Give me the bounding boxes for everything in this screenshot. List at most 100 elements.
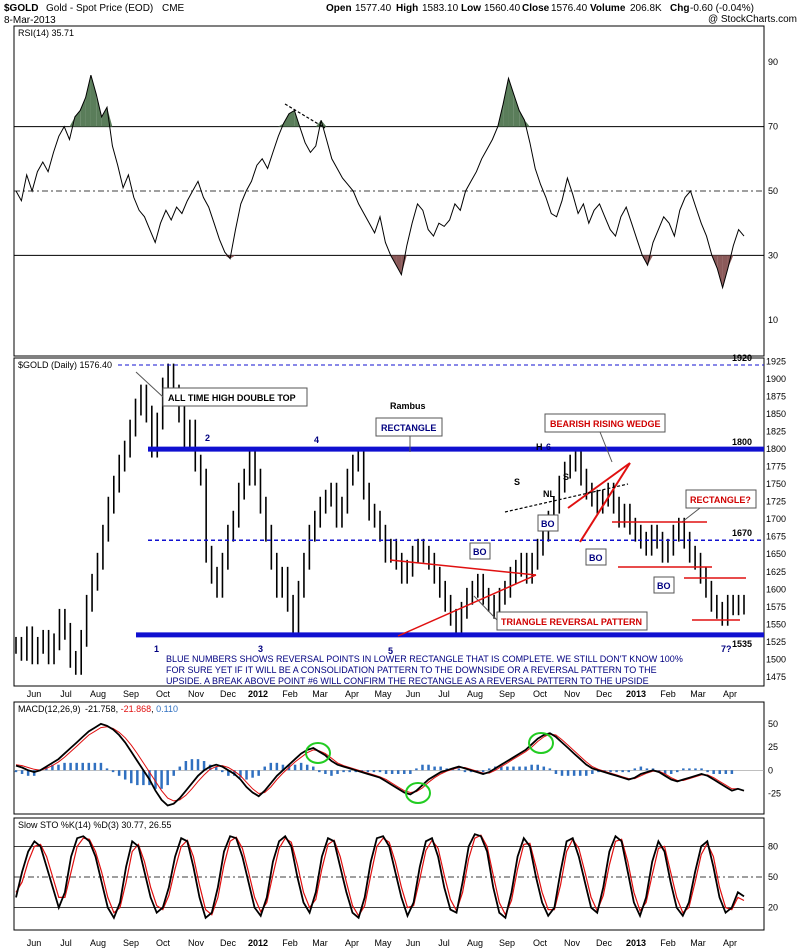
ath-pointer	[135, 371, 164, 398]
price-layer: 1925 1900 1875 1850 1825 1800 1775 1750 1725 1700…	[15, 353, 786, 682]
x-label-1-7: 2012	[248, 938, 268, 948]
note-line-3: UPSIDE. A BREAK ABOVE POINT #6 WILL CONF…	[166, 676, 649, 686]
price-tick-1625: 1625	[766, 567, 786, 577]
sto-tick-80: 80	[768, 841, 778, 851]
rsi-fill-low	[224, 255, 231, 259]
x-label-0-19: 2013	[626, 689, 646, 699]
rectangle-q-pointer	[681, 507, 701, 523]
triangle-label: TRIANGLE REVERSAL PATTERN	[501, 617, 642, 627]
wedge-label: BEARISH RISING WEDGE	[550, 419, 661, 429]
ohlc-readout: Open 1577.40 High 1583.10 Low 1560.40 Cl…	[326, 3, 754, 14]
triangle-top-line	[389, 559, 537, 576]
x-label-0-10: Apr	[345, 689, 359, 699]
triangle-box	[496, 611, 648, 631]
rsi-divergence-line	[284, 103, 326, 129]
level-label-1535: 1535	[732, 639, 752, 649]
x-label-0-5: Nov	[188, 689, 205, 699]
rsi-fill-low	[396, 255, 402, 275]
level-label-1800: 1800	[732, 437, 752, 447]
wedge-box	[544, 413, 666, 433]
x-label-0-13: Jul	[438, 689, 450, 699]
bo-box-1	[469, 542, 491, 560]
x-label-0-16: Oct	[533, 689, 548, 699]
sto-k-line	[15, 833, 745, 920]
price-tick-1475: 1475	[766, 672, 786, 682]
close-value: 1576.40	[551, 3, 588, 14]
low-value: 1560.40	[484, 3, 521, 14]
x-label-0-15: Sep	[499, 689, 515, 699]
low-label: Low	[461, 3, 481, 14]
x-label-1-21: Mar	[690, 938, 706, 948]
macd-title-label: MACD(12,26,9)	[18, 704, 81, 714]
sto-tick-50: 50	[768, 872, 778, 882]
bo-label-3: BO	[589, 553, 603, 563]
stochastic-layer: 80 50 20	[14, 833, 778, 920]
x-label-1-3: Sep	[123, 938, 139, 948]
neckline-label: NL	[543, 489, 555, 499]
high-value: 1583.10	[422, 3, 459, 14]
neckline	[504, 483, 629, 513]
symbol: $GOLD	[4, 3, 38, 14]
stochastic-panel	[13, 817, 765, 931]
stochastic-title: Slow STO %K(14) %D(3) 30.77, 26.55	[18, 820, 171, 830]
rsi-fill-high	[503, 78, 509, 127]
x-label-0-6: Dec	[220, 689, 237, 699]
price-tick-1775: 1775	[766, 462, 786, 472]
x-label-1-14: Aug	[467, 938, 483, 948]
price-tick-1850: 1850	[766, 409, 786, 419]
x-label-1-19: 2013	[626, 938, 646, 948]
macd-tick-25: 25	[768, 742, 778, 752]
price-tick-1575: 1575	[766, 602, 786, 612]
x-label-0-20: Feb	[660, 689, 676, 699]
rsi-line	[15, 74, 745, 290]
triangle-bottom-line	[397, 574, 537, 637]
rsi-title: RSI(14) 35.71	[18, 28, 74, 38]
x-label-0-4: Oct	[156, 689, 171, 699]
open-label: Open	[326, 3, 352, 14]
price-tick-1825: 1825	[766, 427, 786, 437]
level-label-1670: 1670	[732, 528, 752, 538]
rsi-fill-high	[513, 94, 520, 127]
bo-label-4: BO	[657, 581, 671, 591]
x-label-1-15: Sep	[499, 938, 515, 948]
price-tick-1600: 1600	[766, 584, 786, 594]
x-label-1-17: Nov	[564, 938, 581, 948]
price-tick-1650: 1650	[766, 549, 786, 559]
x-label-1-0: Jun	[27, 938, 42, 948]
rsi-fill-high	[289, 110, 295, 127]
x-label-1-9: Mar	[312, 938, 328, 948]
volume-label: Volume	[590, 3, 626, 14]
rsi-tick-50: 50	[768, 186, 778, 196]
x-label-1-6: Dec	[220, 938, 237, 948]
close-label: Close	[522, 3, 550, 14]
shoulder-left-label: S	[514, 477, 520, 487]
rsi-fill-high	[74, 110, 81, 127]
x-label-1-12: Jun	[406, 938, 421, 948]
bo-box-3	[585, 548, 607, 566]
x-label-1-4: Oct	[156, 938, 171, 948]
rectangle-box	[375, 417, 443, 437]
macd-highlight-ellipse-3	[528, 732, 554, 754]
rsi-tick-90: 90	[768, 57, 778, 67]
price-tick-1800: 1800	[766, 444, 786, 454]
macd-title: MACD(12,26,9) -21.758, -21.868, 0.110	[18, 704, 178, 714]
rsi-fill-high	[85, 75, 91, 127]
high-label: High	[396, 3, 418, 14]
macd-line	[15, 722, 745, 807]
exchange: CME	[162, 3, 185, 14]
x-label-0-17: Nov	[564, 689, 581, 699]
bo-label-2: BO	[541, 519, 555, 529]
macd-tick--25: -25	[768, 788, 781, 798]
rectangle-label: RECTANGLE	[381, 423, 436, 433]
x-label-1-2: Aug	[90, 938, 106, 948]
head-label: H	[536, 442, 543, 452]
x-label-0-8: Feb	[282, 689, 298, 699]
point-label-2: 2	[205, 433, 210, 443]
rsi-fill-high	[90, 75, 97, 127]
x-label-0-21: Mar	[690, 689, 706, 699]
rsi-fill-high	[107, 107, 113, 127]
price-panel	[13, 357, 765, 687]
x-label-0-1: Jul	[60, 689, 72, 699]
price-tick-1525: 1525	[766, 637, 786, 647]
